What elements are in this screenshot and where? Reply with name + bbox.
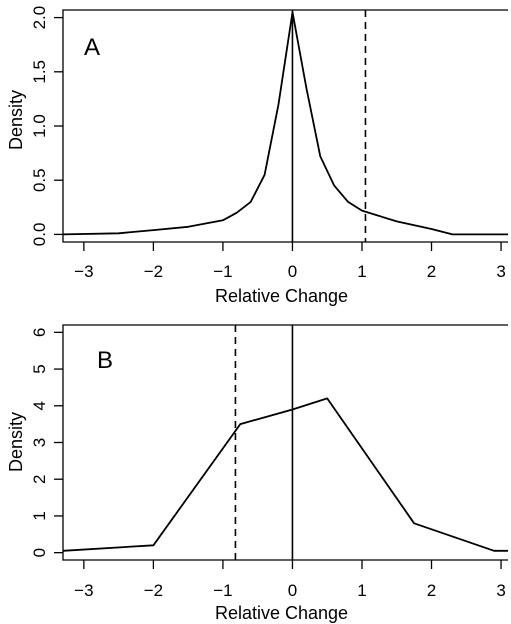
panel-a-y-axis-title: Density	[6, 90, 26, 150]
panel-a-x-tick-label: 1	[357, 262, 366, 281]
panel-b-x-tick-label: 0	[288, 581, 297, 600]
panel-a-x-tick-label: −2	[144, 262, 163, 281]
panel-b-y-tick-label: 3	[30, 438, 49, 447]
panel-a-x-axis-title: Relative Change	[215, 286, 348, 306]
panel-b-y-axis-title: Density	[6, 412, 26, 472]
panel-b-y-tick-label: 2	[30, 474, 49, 483]
panel-a-y-tick-label: 1.5	[30, 60, 49, 84]
panel-a-x-tick-label: 3	[496, 262, 505, 281]
panel-a-y-tick-label: 0.5	[30, 168, 49, 192]
panel-b-density-curve	[62, 397, 508, 552]
panel-b-x-tick-label: −1	[213, 581, 232, 600]
panel-a-density-curve	[62, 11, 508, 236]
panel-b-y-tick-label: 1	[30, 511, 49, 520]
panel-b-y-tick-label: 0	[30, 548, 49, 557]
panel-a-x-tick-label: 2	[427, 262, 436, 281]
panel-a-x-tick-label: 0	[288, 262, 297, 281]
panel-b-plot-frame	[62, 324, 508, 561]
panel-a-x-tick-label: −1	[213, 262, 232, 281]
panel-b-x-tick-label: −3	[74, 581, 93, 600]
panel-a-y-tick-label: 2.0	[30, 6, 49, 30]
panel-b-y-tick-label: 6	[30, 328, 49, 337]
panel-a-y-tick-label: 0.0	[30, 223, 49, 247]
panel-a-label: A	[84, 34, 100, 61]
panel-b-x-tick-label: −2	[144, 581, 163, 600]
panel-a-x-tick-label: −3	[74, 262, 93, 281]
panel-b-x-tick-label: 3	[496, 581, 505, 600]
panel-b-x-tick-label: 2	[427, 581, 436, 600]
panel-b-x-tick-label: 1	[357, 581, 366, 600]
panel-a-y-tick-label: 1.0	[30, 114, 49, 138]
panel-b-x-axis-title: Relative Change	[215, 603, 348, 623]
panel-b-y-tick-label: 5	[30, 364, 49, 373]
panel-a-plot-frame	[62, 9, 508, 243]
panel-b-y-tick-label: 4	[30, 401, 49, 410]
panel-b-label: B	[97, 347, 113, 374]
